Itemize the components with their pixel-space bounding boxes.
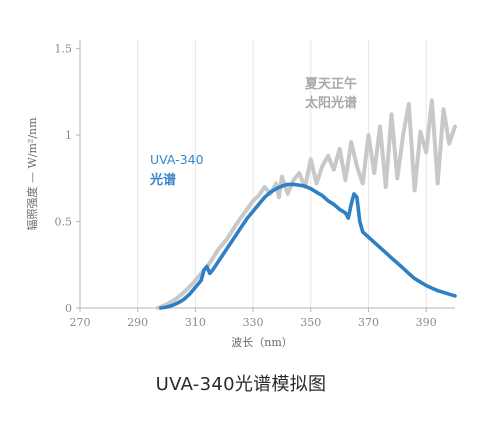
x-tick-label-270: 270 xyxy=(70,316,91,329)
x-tick-label-330: 330 xyxy=(243,316,264,329)
x-tick-label-370: 370 xyxy=(358,316,379,329)
uva-annotation-line2: 光谱 xyxy=(149,172,176,188)
sunlight-spectrum-line xyxy=(155,98,457,310)
x-tick-label-290: 290 xyxy=(127,316,148,329)
x-tick-labels: 270 290 310 330 350 370 390 xyxy=(70,308,437,329)
x-tick-label-310: 310 xyxy=(185,316,206,329)
sun-annotation-line1: 夏天正午 xyxy=(304,76,357,92)
uva340-spectrum-line xyxy=(159,182,457,310)
x-axis-title: 波长（nm） xyxy=(231,336,293,349)
y-tick-label-0: 0 xyxy=(65,302,72,315)
y-tick-label-1: 1 xyxy=(65,129,72,142)
y-tick-label-1.5: 1.5 xyxy=(55,43,73,56)
x-tick-label-390: 390 xyxy=(416,316,437,329)
series-lines xyxy=(155,98,457,310)
axes xyxy=(79,40,455,309)
y-axis-title: 辐照强度 — W/m²/nm xyxy=(25,117,39,231)
grid-lines xyxy=(137,40,427,308)
spectrum-chart: 270 290 310 330 350 370 390 0 0.5 1 1.5 波长（nm） 辐照… xyxy=(25,40,457,349)
y-tick-labels: 0 0.5 1 1.5 xyxy=(55,43,80,315)
figure-caption: UVA-340光谱模拟图 xyxy=(155,374,327,395)
y-tick-label-0.5: 0.5 xyxy=(55,216,73,229)
sun-annotation-line2: 太阳光谱 xyxy=(304,95,357,111)
uva-annotation-line1: UVA-340 xyxy=(150,152,204,167)
x-tick-label-350: 350 xyxy=(300,316,321,329)
